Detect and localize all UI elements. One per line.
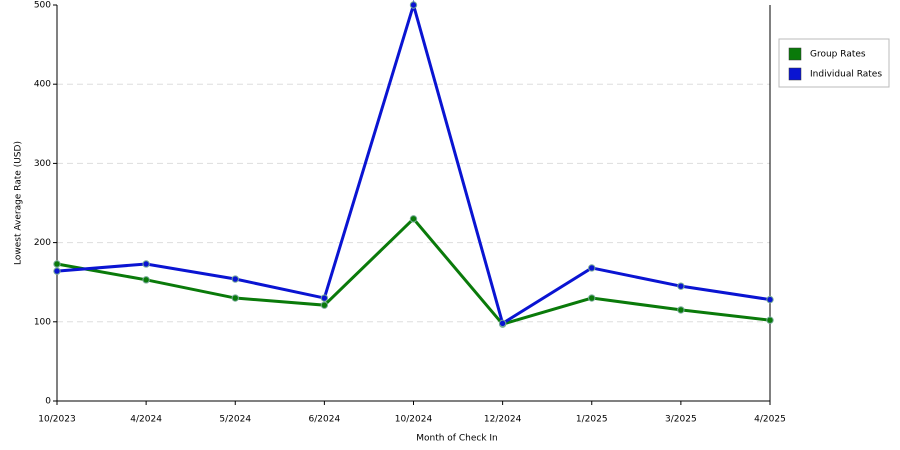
point: [766, 316, 774, 324]
point: [766, 295, 774, 304]
x-tick-label: 10/2023: [38, 415, 75, 425]
y-tick-label: 0: [45, 397, 51, 407]
legend-label: Individual Rates: [810, 70, 882, 80]
point: [409, 1, 418, 9]
x-tick-label: 3/2025: [665, 415, 697, 425]
y-tick-label: 200: [34, 238, 51, 248]
point: [231, 294, 239, 302]
y-tick-label: 300: [34, 159, 51, 169]
x-tick-label: 10/2024: [395, 415, 433, 425]
y-tick-label: 500: [34, 1, 51, 11]
point: [677, 306, 685, 314]
x-tick-label: 12/2024: [484, 415, 522, 425]
series-line: [56, 0, 771, 326]
legend-swatch: [788, 67, 802, 81]
point: [142, 260, 150, 268]
point: [409, 215, 418, 223]
point: [53, 260, 61, 268]
point: [588, 264, 596, 272]
x-tick-label: 4/2024: [130, 415, 162, 425]
y-axis-label: Lowest Average Rate (USD): [14, 141, 24, 265]
x-axis-label: Month of Check In: [416, 434, 498, 444]
point: [231, 275, 239, 283]
series-line: [56, 216, 771, 326]
y-tick-label: 100: [34, 317, 51, 327]
point: [320, 301, 329, 309]
point: [53, 267, 61, 275]
x-tick-label: 6/2024: [309, 415, 341, 425]
point: [142, 276, 150, 284]
x-tick-label: 5/2024: [219, 415, 251, 425]
point: [320, 294, 329, 302]
y-tick-label: 400: [34, 80, 51, 90]
point: [677, 282, 685, 290]
legend-label: Group Rates: [810, 50, 866, 60]
point: [588, 294, 596, 302]
x-tick-label: 4/2025: [754, 415, 786, 425]
x-tick-label: 1/2025: [576, 415, 608, 425]
legend-swatch: [788, 47, 802, 61]
point: [498, 319, 507, 328]
